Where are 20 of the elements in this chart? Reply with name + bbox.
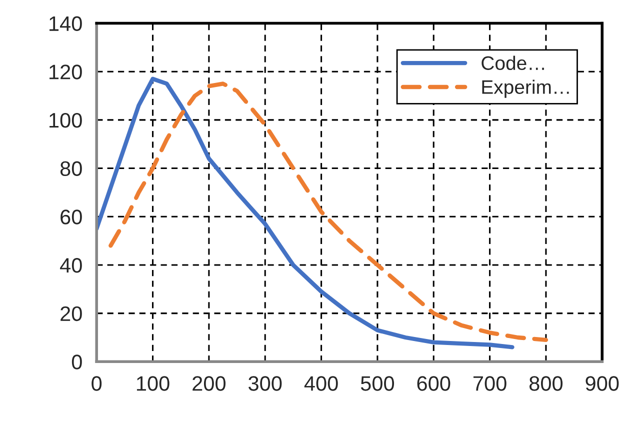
legend-label: Experim…: [482, 80, 569, 98]
y-tick-label: 100: [50, 112, 82, 128]
x-tick-label: 0: [92, 376, 102, 391]
y-tick-label: 20: [60, 306, 82, 322]
y-tick-label: 40: [60, 258, 82, 273]
x-tick-label: 300: [248, 376, 282, 391]
y-tick-label: 60: [60, 210, 82, 224]
x-tick-label: 400: [304, 376, 338, 391]
y-tick-label: 120: [50, 64, 82, 80]
y-tick-label: 80: [60, 161, 82, 176]
x-tick-label: 500: [360, 376, 394, 391]
x-tick-label: 600: [417, 376, 450, 391]
x-tick-label: 800: [529, 376, 563, 391]
x-tick-label: 100: [136, 376, 170, 391]
y-tick-label: 140: [50, 16, 82, 32]
legend-label: Code…: [482, 56, 544, 70]
x-tick-label: 900: [586, 376, 619, 391]
x-tick-label: 200: [192, 376, 226, 391]
x-tick-label: 700: [473, 376, 506, 391]
y-tick-label: 0: [72, 354, 82, 370]
